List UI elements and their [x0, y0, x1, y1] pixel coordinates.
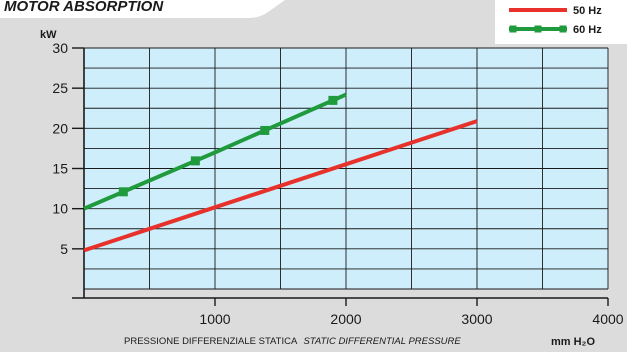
- y-tick-label: 5: [60, 241, 68, 257]
- x-tick-label: 4000: [592, 311, 623, 327]
- series-marker-1: [260, 125, 270, 135]
- x-tick-label: 1000: [199, 311, 230, 327]
- series-marker-1: [328, 95, 338, 105]
- legend-marker: [559, 25, 567, 33]
- x-axis-title-en: STATIC DIFFERENTIAL PRESSURE: [303, 336, 461, 347]
- title-tab: [0, 0, 285, 18]
- legend-marker: [509, 25, 517, 33]
- y-tick-label: 25: [52, 80, 68, 96]
- x-axis-title: PRESSIONE DIFFERENZIALE STATICA STATIC D…: [124, 336, 461, 347]
- grid: [83, 47, 609, 290]
- legend-label-1: 60 Hz: [573, 24, 602, 36]
- x-axis-unit: mm H₂O: [551, 336, 595, 348]
- series-line-0: [83, 119, 478, 253]
- x-tick-label: 2000: [330, 311, 361, 327]
- legend-marker: [534, 25, 542, 33]
- y-tick-label: 10: [52, 201, 68, 217]
- legend-items: 50 Hz 60 Hz: [509, 5, 602, 36]
- y-axis-unit: kW: [40, 29, 57, 41]
- x-tick-label: 3000: [461, 311, 492, 327]
- legend-label-0: 50 Hz: [573, 5, 602, 17]
- y-tick-label: 15: [52, 161, 68, 177]
- chart-title: MOTOR ABSORPTION: [4, 0, 164, 15]
- x-axis-title-it: PRESSIONE DIFFERENZIALE STATICA: [124, 336, 298, 347]
- y-tick-label: 20: [52, 120, 68, 136]
- y-tick-label: 30: [52, 40, 68, 56]
- axes: 5 10 15 20 25 30 1000 2000 3000 4000: [52, 40, 623, 327]
- legend: [495, 0, 627, 44]
- series-lines: [83, 92, 478, 253]
- series-marker-1: [190, 156, 200, 166]
- series-marker-1: [118, 187, 128, 197]
